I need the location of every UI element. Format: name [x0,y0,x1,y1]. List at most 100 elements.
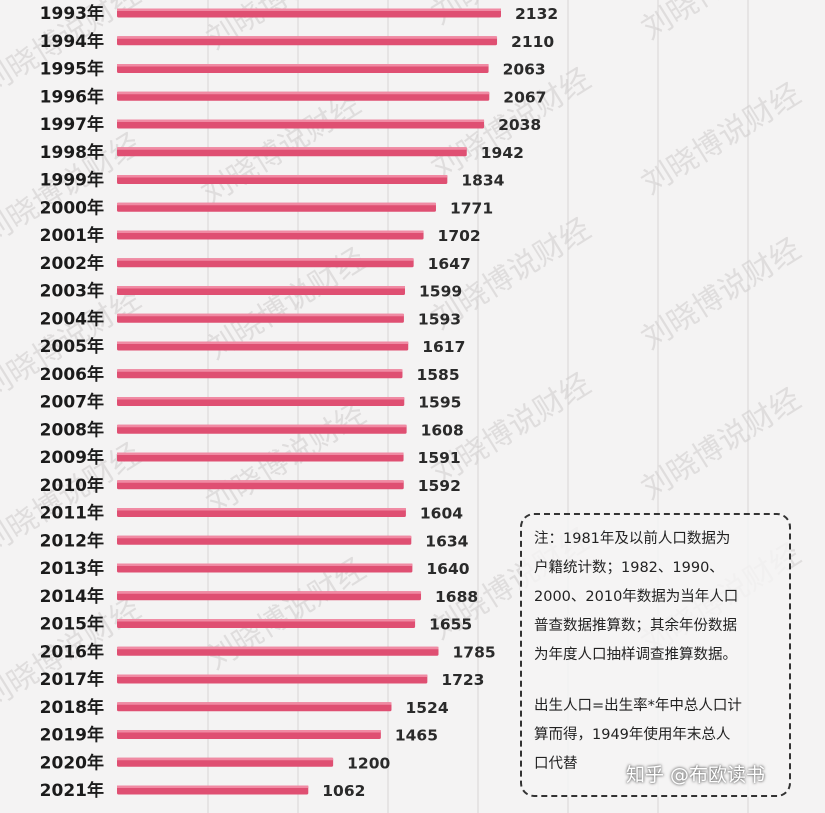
footnote-line: 2000、2010年数据为当年人口 [534,589,739,605]
bar-highlight [117,313,404,317]
year-tick-label: 2005年 [40,336,104,357]
bar-value-label: 1604 [420,505,463,523]
bar-value-label: 1062 [322,782,365,800]
bar-value-label: 1599 [419,283,462,301]
gridlines [207,0,749,813]
bar-value-label: 2110 [511,33,554,51]
footnote-line: 注：1981年及以前人口数据为 [534,531,731,547]
year-tick-label: 2020年 [40,752,104,773]
year-labels: 1993年 1994年 1995年 1996年 1997年 1998年 1999年 2000年… [40,3,104,801]
bar-highlight [117,397,405,400]
bar-highlight [117,535,412,539]
year-tick-label: 2016年 [40,641,104,662]
bar-highlight [117,175,448,178]
watermark-text: 刘晓博说财经 [636,77,807,202]
source-credit: 知乎 @布欧读书 [626,764,766,786]
year-tick-label: 2018年 [40,697,104,718]
year-tick-label: 1995年 [40,59,104,80]
year-tick-label: 1998年 [40,142,104,163]
bar-highlight [117,674,428,677]
bar-highlight [117,230,424,233]
year-tick-label: 2004年 [40,308,104,329]
bar-highlight [117,591,422,594]
bar-value-label: 1688 [435,588,478,606]
bar-value-label: 1200 [347,754,390,772]
bar-highlight [117,286,405,289]
bar-highlight [117,646,439,650]
bar-value-label: 1608 [421,421,464,439]
bar-value-label: 1592 [418,477,461,495]
watermark-text: 刘晓博说财经 [636,232,807,357]
footnote-box: 注：1981年及以前人口数据为 户籍统计数；1982、1990、 2000、2010… [520,513,791,797]
footnote-line: 口代替 [534,756,578,772]
year-tick-label: 2013年 [40,558,104,579]
year-tick-label: 2006年 [40,364,104,385]
year-tick-label: 2000年 [40,197,104,218]
year-tick-label: 1993年 [40,3,104,24]
year-tick-label: 2007年 [40,392,104,413]
bar-highlight [117,258,414,261]
bar-highlight [117,508,406,511]
bar-highlight [117,8,501,11]
year-tick-label: 2011年 [40,503,104,524]
bar-value-label: 1591 [418,449,461,467]
year-tick-label: 2015年 [40,614,104,635]
bar-value-label: 2067 [503,88,546,106]
bar-value-label: 1942 [481,144,524,162]
bar-value-label: 1465 [395,727,438,745]
year-tick-label: 1996年 [40,86,104,107]
year-tick-label: 1997年 [40,114,104,135]
footnote-line: 普查数据推算数；其余年份数据 [534,618,737,634]
year-tick-label: 2003年 [40,281,104,302]
bar-highlight [117,36,498,39]
year-tick-label: 2002年 [40,253,104,274]
footnote-source-text: 注：1981年及以前人口数据为 户籍统计数；1982、1990、 2000、2010… [534,525,781,670]
year-tick-label: 1994年 [40,31,104,52]
bar-value-label: 1647 [428,255,471,273]
year-tick-label: 2014年 [40,586,104,607]
bar-value-label: 1702 [438,227,481,245]
year-tick-label: 2019年 [40,725,104,746]
bar-highlight [117,64,489,67]
bar-value-label: 1585 [416,366,459,384]
footnote-line: 为年度人口抽样调查推算数据。 [534,647,737,663]
bar-value-label: 1655 [429,616,472,634]
bar-highlight [117,757,334,761]
footnote-line: 算而得，1949年使用年末总人 [534,727,731,743]
bar-value-label: 1834 [461,172,504,190]
bar-value-label: 2132 [515,5,558,23]
bar-highlight [117,341,409,344]
bar-highlight [117,730,381,733]
bar-highlight [117,480,404,483]
year-tick-label: 2001年 [40,225,104,246]
bar-value-label: 1785 [453,643,496,661]
watermark-text: 刘晓博说财经 [636,0,807,47]
footnote-line: 出生人口=出生率*年中总人口计 [534,698,742,714]
bar-highlight [117,119,485,122]
bar-highlight [117,424,407,428]
year-tick-label: 2021年 [40,780,104,801]
bar-value-label: 1723 [441,671,484,689]
value-labels: 2132 2110 2063 2067 2038 1942 1834 1771 1702 1647… [322,5,558,800]
bar-highlight [117,369,403,372]
footnote-line: 户籍统计数；1982、1990、 [534,560,724,576]
bar-value-label: 1640 [426,560,469,578]
bar-highlight [117,91,490,95]
year-tick-label: 1999年 [40,170,104,191]
bar-highlight [117,619,416,622]
bar-highlight [117,147,467,150]
bar-value-label: 1595 [418,394,461,412]
watermark-text: 刘晓博说财经 [636,382,807,507]
year-tick-label: 2017年 [40,669,104,690]
bars [117,8,501,795]
bar-value-label: 1524 [405,699,448,717]
footnote-method-text: 出生人口=出生率*年中总人口计 算而得，1949年使用年末总人 口代替 [534,692,781,779]
bar-value-label: 1634 [425,532,468,550]
bar-value-label: 2038 [498,116,541,134]
bar-value-label: 1593 [418,310,461,328]
year-tick-label: 2008年 [40,419,104,440]
bar-highlight [117,563,413,566]
bar-value-label: 2063 [503,61,546,79]
bar-highlight [117,452,404,455]
